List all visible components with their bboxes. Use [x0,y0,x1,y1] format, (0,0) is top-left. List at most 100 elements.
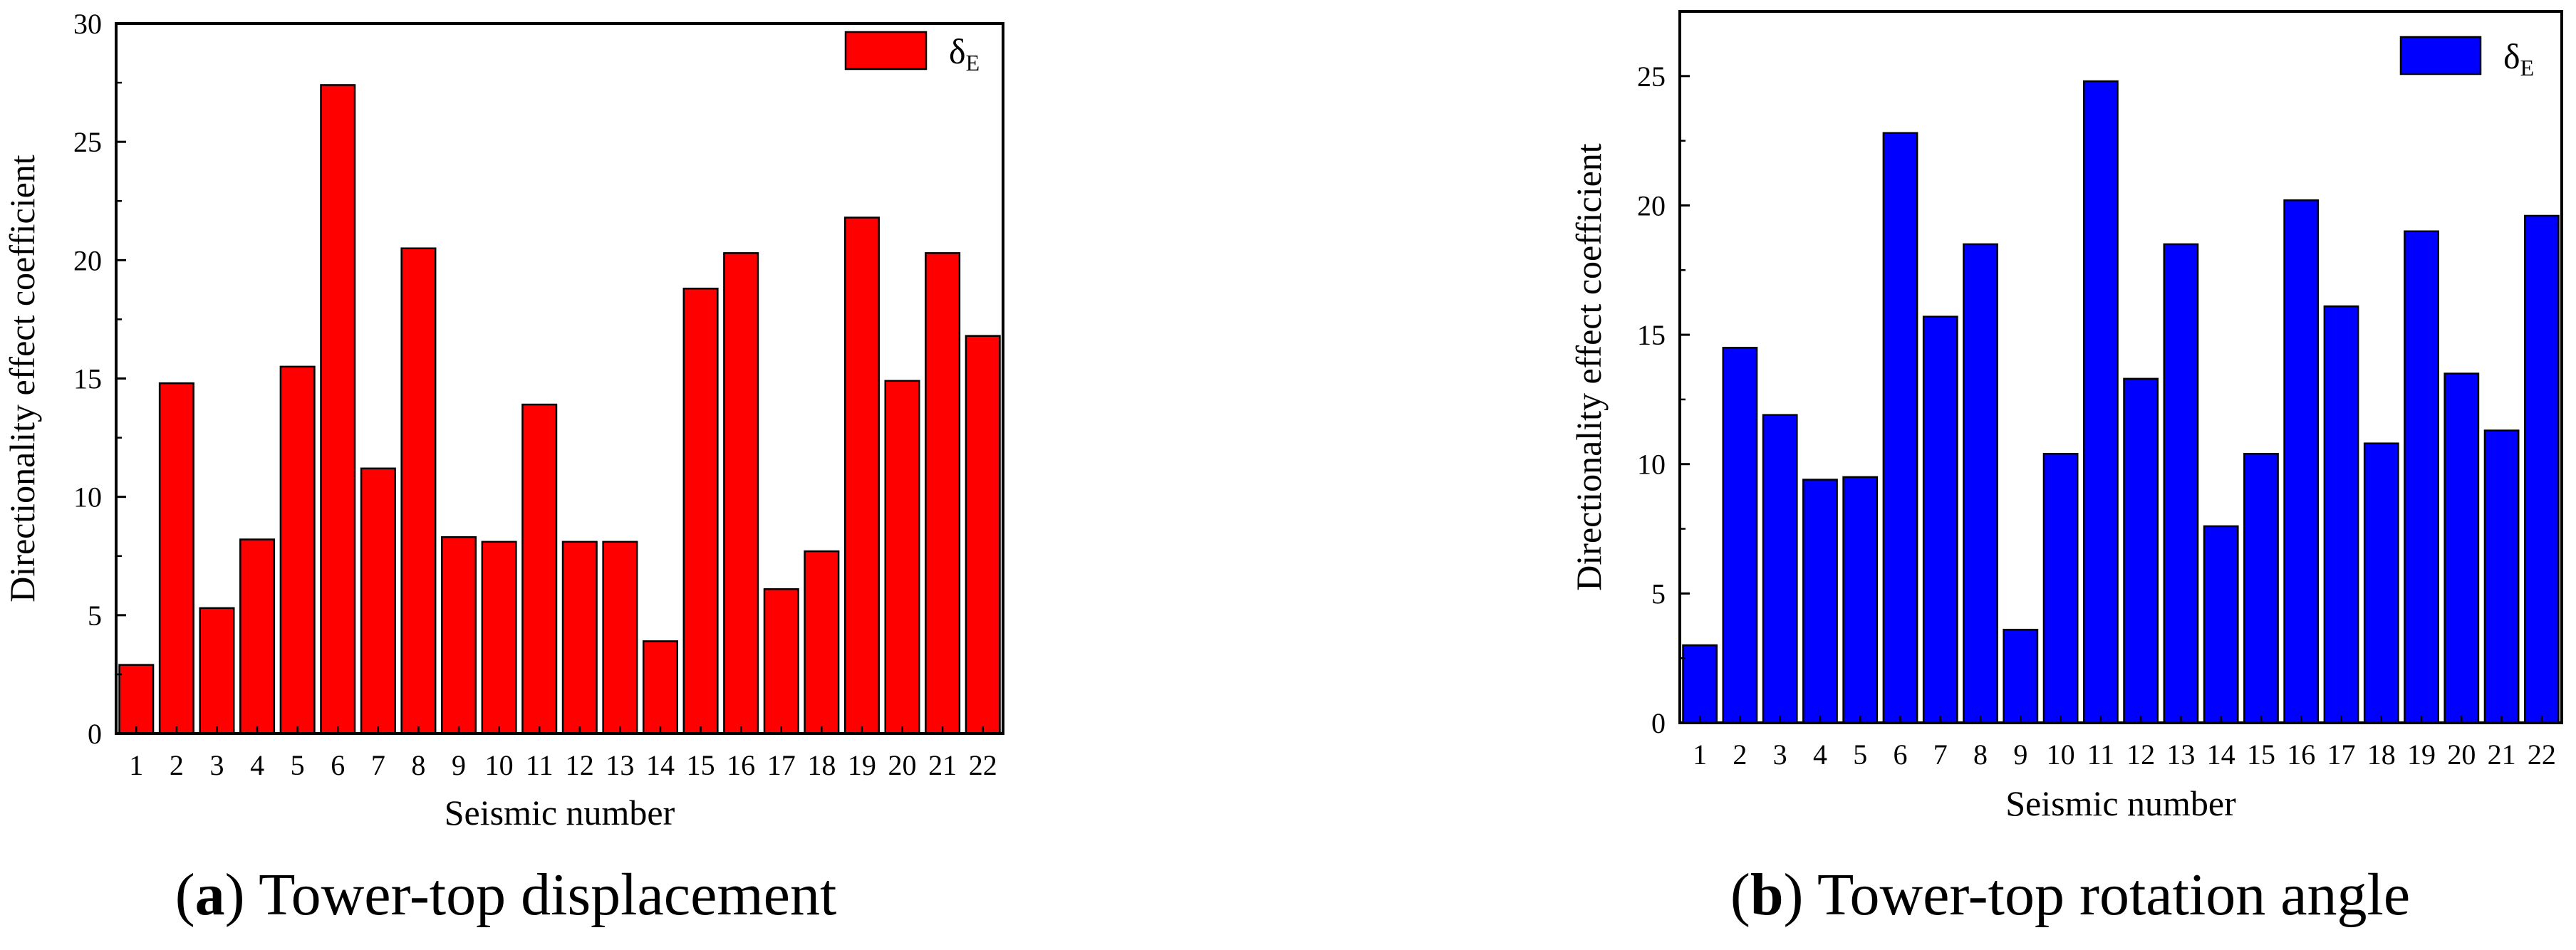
bar-9 [441,536,477,735]
bar-8 [1963,243,1998,724]
y-tick-label: 25 [73,126,102,158]
bar-3 [1762,414,1798,724]
x-axis-title: Seismic number [2005,783,2236,823]
x-tick-label: 1 [129,749,143,781]
legend-label: δE [949,31,980,75]
bar-6 [1882,132,1918,724]
bar-12 [2123,377,2159,724]
y-axis-title: Directionality effect coefficient [2,155,42,602]
y-tick-label: 20 [1637,189,1666,221]
x-tick-label: 14 [646,749,675,781]
x-tick-label: 20 [888,749,917,781]
caption-close-paren: ) [225,862,259,928]
x-tick-label: 3 [209,749,224,781]
bar-1 [1682,644,1718,724]
chart-panel-b: 1 2 3 4 5 6 7 8 9 10 11 12 13 14 15 16 17 18 19 20 21 2205101… [1569,10,2563,928]
bar-14 [642,640,679,735]
x-tick-label: 4 [250,749,264,781]
bar-13 [2163,243,2199,724]
x-tick-label: 18 [807,749,836,781]
x-tick-label: 7 [1933,738,1948,771]
bar-10 [481,541,517,735]
x-tick-label: 21 [928,749,957,781]
x-tick-label: 19 [848,749,876,781]
x-tick-label: 9 [452,749,466,781]
x-tick-label: 22 [969,749,997,781]
bar-2 [158,382,194,735]
y-tick-label: 30 [73,8,102,40]
y-tick-label: 25 [1637,61,1666,93]
bar-16 [2283,199,2320,724]
x-axis-title: Seismic number [445,793,675,832]
y-tick-label: 10 [1637,449,1666,481]
bar-5 [1842,476,1879,724]
legend-swatch [844,31,928,71]
bar-6 [320,84,356,735]
bar-4 [1802,479,1838,724]
x-tick-label: 16 [727,749,755,781]
x-tick-label: 10 [485,749,514,781]
plot-frame [115,22,1004,735]
legend-swatch [2399,36,2482,75]
x-tick-label: 14 [2207,738,2235,771]
x-tick-label: 6 [331,749,345,781]
y-tick-label: 0 [88,718,102,750]
x-tick-label: 5 [291,749,305,781]
legend-symbol: δ [2503,36,2520,76]
caption-close-paren: ) [1784,862,1817,928]
caption-open-paren: ( [175,862,195,928]
bar-22 [965,335,1001,735]
x-tick-label: 19 [2407,738,2436,771]
bar-14 [2203,525,2239,724]
x-tick-label: 6 [1894,738,1908,771]
bar-21 [2483,429,2520,724]
y-axis-title: Directionality effect coefficient [1569,143,1609,591]
x-tick-label: 22 [2528,738,2556,771]
caption-panel-letter: b [1750,862,1784,928]
y-tick-label: 20 [73,244,102,276]
bar-19 [843,216,880,735]
x-tick-label: 8 [411,749,425,781]
x-tick-label: 2 [170,749,184,781]
x-tick-label: 8 [1973,738,1988,771]
x-tick-label: 12 [2126,738,2155,771]
y-tick-label: 5 [88,600,102,632]
x-tick-label: 2 [1733,738,1747,771]
bar-10 [2042,452,2079,724]
y-tick-label: 10 [73,481,102,513]
x-tick-label: 17 [2327,738,2356,771]
legend-subscript: E [966,50,980,75]
x-tick-label: 4 [1813,738,1827,771]
x-tick-label: 12 [566,749,594,781]
x-tick-label: 9 [2013,738,2027,771]
panel-caption: (a) Tower-top displacement [175,862,837,928]
chart-panel-a: 1 2 3 4 5 6 7 8 9 10 11 12 13 14 15 16 17 18 19 20 21 2205101… [2,8,1004,928]
bar-20 [2443,372,2480,724]
x-tick-label: 11 [2087,738,2115,771]
bar-5 [279,365,316,735]
x-tick-label: 3 [1773,738,1787,771]
bar-16 [723,252,759,735]
x-tick-label: 10 [2047,738,2075,771]
bar-2 [1722,347,1758,724]
plot-frame [1678,10,2563,724]
x-tick-label: 5 [1853,738,1867,771]
y-tick-label: 15 [1637,319,1666,351]
bar-11 [521,403,558,735]
x-tick-label: 7 [371,749,385,781]
caption-text: Tower-top displacement [259,862,836,928]
bar-3 [199,607,235,735]
legend-subscript: E [2520,55,2535,80]
x-tick-label: 16 [2287,738,2315,771]
x-tick-label: 21 [2488,738,2516,771]
x-tick-label: 17 [767,749,796,781]
x-tick-label: 13 [2166,738,2195,771]
x-tick-label: 1 [1693,738,1707,771]
y-tick-label: 5 [1651,578,1666,610]
legend-symbol: δ [949,31,966,71]
bar-13 [602,541,638,735]
x-tick-label: 11 [526,749,554,781]
bar-18 [804,550,840,735]
